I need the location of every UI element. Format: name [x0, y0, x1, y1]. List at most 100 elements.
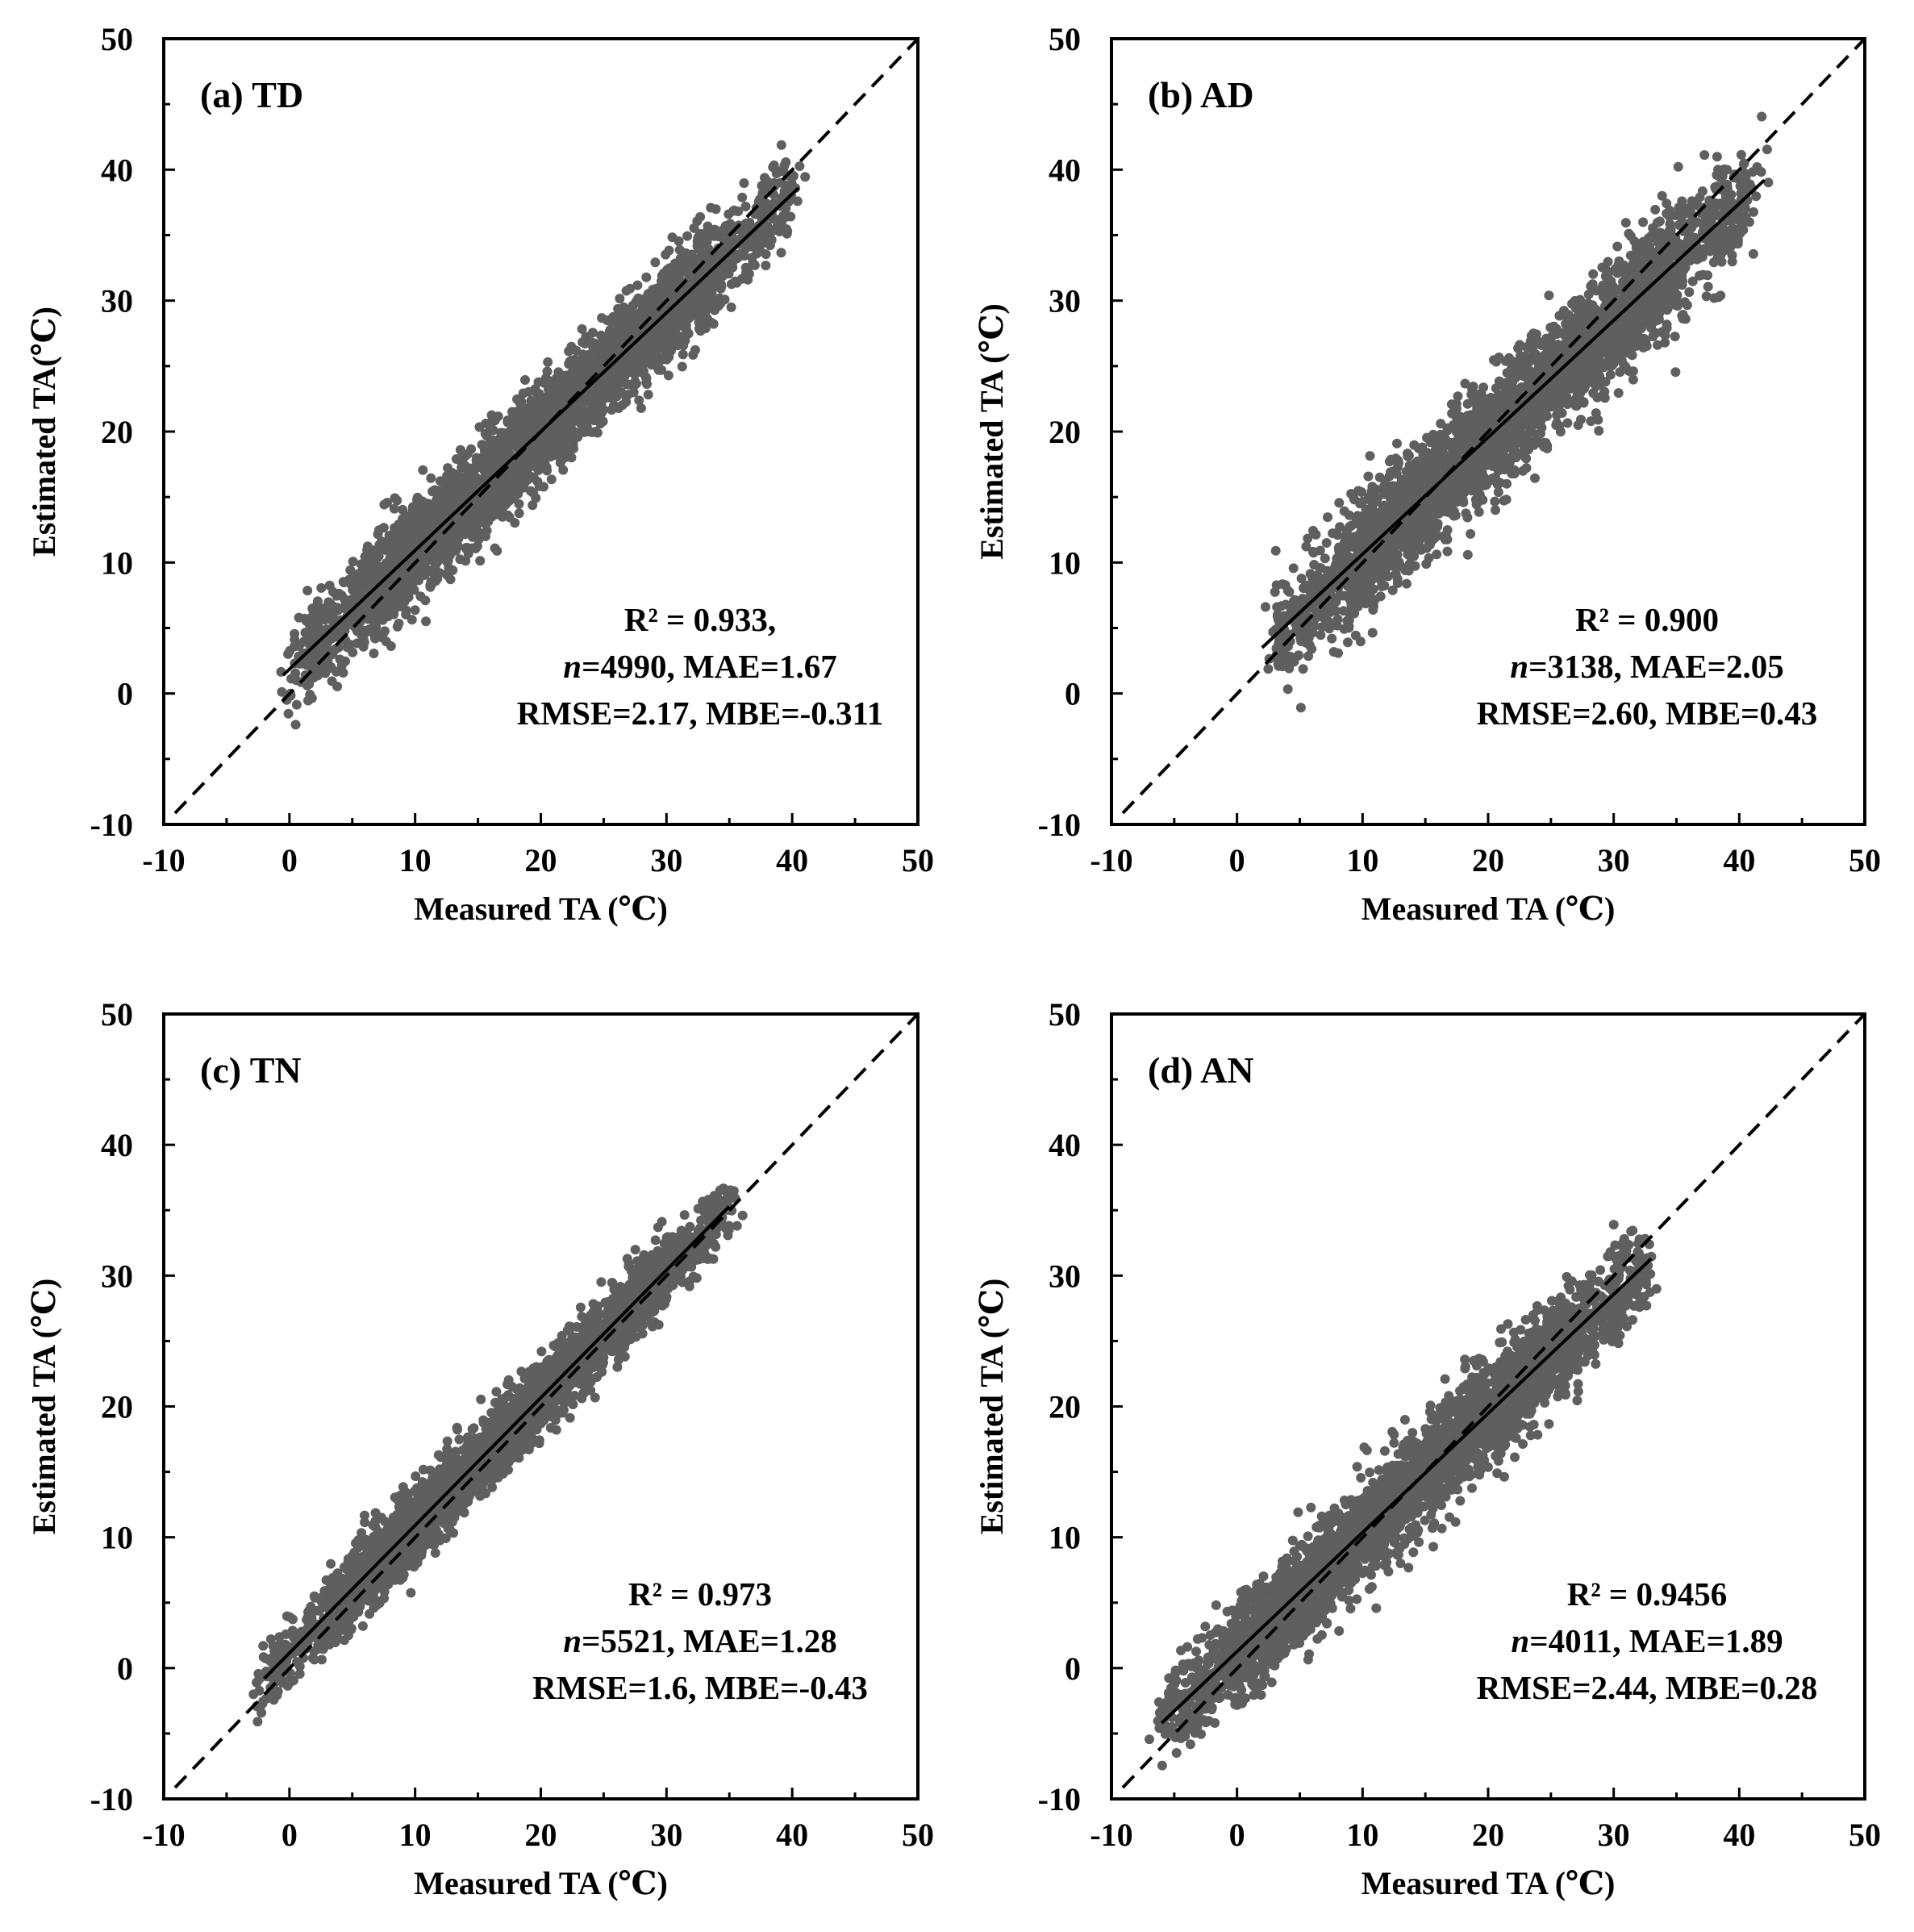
data-point [663, 265, 673, 276]
data-point [417, 496, 427, 507]
data-point [740, 202, 751, 211]
data-point [406, 510, 416, 520]
data-point [465, 464, 475, 474]
data-point [747, 234, 757, 244]
data-point [1650, 204, 1661, 215]
data-point [631, 378, 641, 389]
data-point [1697, 186, 1708, 196]
data-point [737, 192, 748, 202]
data-point [695, 297, 706, 307]
data-point [601, 332, 611, 343]
data-point [442, 557, 452, 567]
data-point [700, 310, 711, 320]
data-point [1281, 599, 1291, 610]
y-tick-label: 10 [101, 545, 133, 581]
data-point [1748, 248, 1758, 259]
data-point [683, 328, 694, 339]
data-point [368, 567, 377, 578]
data-point [514, 508, 524, 519]
data-point [511, 423, 521, 433]
data-point [332, 682, 343, 691]
data-point [1499, 495, 1509, 506]
data-point [615, 294, 625, 304]
data-point [1657, 190, 1667, 201]
stat-line: RMSE=2.17, MBE=-0.311 [517, 695, 883, 732]
data-point [612, 344, 622, 354]
data-point [1491, 505, 1500, 515]
data-point [357, 583, 367, 594]
data-point [776, 140, 786, 150]
data-point [1586, 416, 1596, 427]
data-point [506, 490, 516, 500]
data-point [621, 379, 632, 390]
data-point [701, 240, 711, 251]
data-point [307, 603, 318, 614]
data-point [1298, 664, 1308, 674]
x-tick-label: 0 [281, 842, 298, 878]
data-point [538, 396, 548, 406]
data-point [556, 394, 566, 405]
data-point [531, 493, 541, 503]
data-point [676, 338, 686, 348]
data-point [534, 444, 544, 454]
data-point [286, 674, 297, 684]
data-point [736, 273, 747, 284]
data-point [678, 349, 688, 360]
data-point [523, 431, 533, 441]
data-point [373, 529, 383, 540]
x-tick-label: 20 [525, 842, 557, 878]
data-point [439, 532, 449, 543]
data-point [472, 541, 482, 551]
data-point [425, 582, 436, 592]
data-point [671, 273, 682, 283]
x-tick-label: -10 [142, 842, 185, 878]
data-point [439, 494, 449, 504]
x-tick-label: 40 [776, 842, 808, 878]
data-point [553, 426, 564, 436]
data-point [520, 375, 530, 385]
data-point [1387, 585, 1398, 595]
y-tick-label: 30 [101, 283, 133, 319]
data-point [1738, 159, 1749, 169]
data-point [788, 171, 799, 182]
data-point [677, 320, 686, 331]
data-point [661, 354, 672, 365]
data-point [653, 342, 663, 353]
data-point [769, 225, 779, 236]
data-point [357, 630, 366, 640]
data-point [678, 255, 689, 265]
data-point [377, 540, 388, 550]
data-point [480, 441, 490, 452]
data-point [450, 483, 461, 494]
data-point [299, 613, 310, 624]
data-point [1493, 487, 1503, 498]
data-point [545, 430, 556, 440]
data-point [336, 661, 347, 671]
data-point [290, 641, 299, 652]
data-point [1288, 563, 1299, 574]
data-point [380, 626, 390, 636]
y-tick-label: 50 [101, 21, 133, 57]
data-point [344, 643, 354, 653]
data-point [394, 532, 404, 543]
data-point [711, 274, 722, 285]
y-tick-label: 0 [117, 676, 133, 712]
data-point [611, 315, 622, 326]
data-point [473, 520, 483, 530]
data-point [1673, 161, 1683, 172]
data-point [726, 302, 736, 312]
data-point [590, 355, 600, 365]
data-point [581, 332, 591, 342]
data-point [623, 390, 633, 400]
data-point [516, 400, 527, 411]
data-point [520, 456, 531, 465]
data-point [547, 451, 557, 461]
data-point [556, 415, 565, 425]
data-point [475, 556, 486, 566]
data-point [1379, 481, 1389, 491]
data-point [719, 294, 730, 305]
data-point [636, 300, 647, 311]
data-point [558, 465, 569, 475]
data-point [551, 378, 561, 388]
